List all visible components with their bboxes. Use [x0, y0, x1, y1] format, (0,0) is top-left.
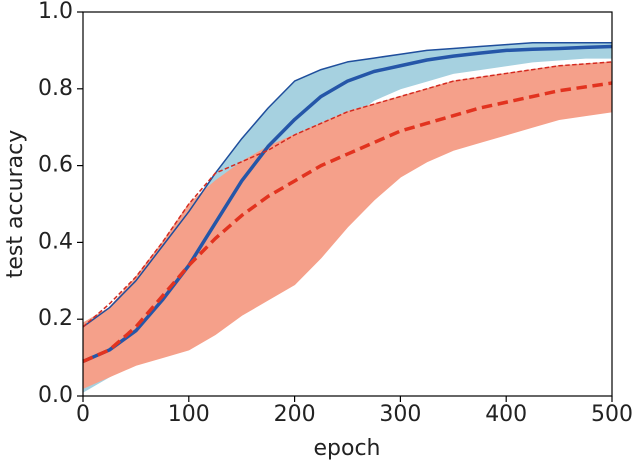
y-tick-label: 1.0 [38, 0, 73, 24]
y-axis-label: test accuracy [3, 130, 28, 279]
x-tick-label: 200 [274, 402, 316, 427]
x-tick-label: 0 [76, 402, 90, 427]
plot-frame [82, 11, 613, 397]
y-tick-label: 0.8 [38, 76, 73, 101]
y-tick-label: 0.4 [38, 229, 73, 254]
series-line [82, 61, 613, 328]
x-tick-label: 400 [485, 402, 527, 427]
x-tick-label: 100 [168, 402, 210, 427]
x-tick-label: 300 [379, 402, 421, 427]
y-tick-label: 0.6 [38, 153, 73, 178]
x-tick-label: 500 [591, 402, 633, 427]
x-axis-label: epoch [314, 436, 381, 461]
series-line [82, 81, 613, 364]
y-tick-label: 0.0 [38, 383, 73, 408]
y-tick-label: 0.2 [38, 306, 73, 331]
series-line [82, 41, 612, 328]
